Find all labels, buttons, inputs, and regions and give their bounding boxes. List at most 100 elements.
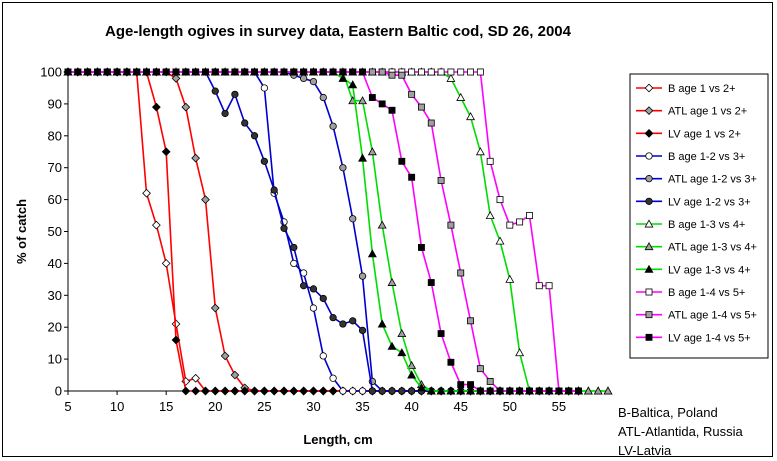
y-tick-label: 10 (48, 352, 62, 367)
data-point (447, 221, 455, 229)
data-point (398, 157, 406, 165)
data-point (142, 188, 151, 198)
legend-label: ATL age 1-4 vs 5+ (668, 310, 757, 322)
legend-swatch-marker (645, 288, 653, 296)
x-tick-label: 20 (208, 399, 222, 414)
data-point (358, 326, 367, 335)
data-point (475, 147, 485, 156)
series-line (68, 71, 579, 392)
series-9 (63, 67, 584, 395)
data-point (290, 68, 298, 76)
legend-label: B age 1-2 vs 3+ (668, 151, 745, 163)
data-point (241, 119, 249, 127)
data-point (290, 243, 298, 252)
y-tick-label: 40 (48, 256, 62, 271)
legend-swatch-marker (644, 128, 654, 138)
data-point (279, 386, 289, 396)
y-axis-label: % of catch (14, 199, 29, 264)
legend-swatch-marker (644, 83, 654, 93)
data-point (446, 73, 456, 82)
data-point (526, 212, 533, 219)
data-point (358, 272, 367, 280)
legend-label: ATL age 1-3 vs 4+ (668, 242, 757, 254)
data-point (398, 387, 406, 395)
data-point (64, 68, 72, 76)
data-point (506, 387, 514, 395)
data-point (309, 386, 318, 396)
x-tick-label: 25 (257, 399, 271, 414)
data-point (486, 157, 494, 165)
series-line (68, 71, 579, 392)
series-line (68, 71, 579, 392)
data-point (201, 195, 210, 204)
data-point (466, 386, 476, 395)
data-point (260, 84, 268, 92)
data-point (418, 103, 425, 111)
data-point (210, 303, 220, 313)
data-point (103, 68, 111, 76)
data-point (593, 386, 603, 395)
data-point (74, 68, 82, 76)
legend-swatch-marker (645, 197, 653, 205)
data-point (368, 94, 376, 101)
data-point (535, 387, 543, 395)
data-point (565, 387, 573, 395)
data-point (456, 92, 466, 101)
series-11 (64, 68, 582, 395)
data-point (516, 387, 524, 395)
x-tick-label: 30 (306, 399, 320, 414)
data-point (427, 279, 435, 286)
data-point (201, 386, 210, 396)
series-4 (64, 68, 583, 395)
x-tick-label: 55 (552, 399, 566, 414)
data-point (387, 341, 397, 350)
x-tick-label: 35 (355, 399, 369, 414)
data-point (339, 164, 347, 172)
series-line (68, 71, 579, 392)
y-tick-label: 20 (48, 320, 62, 335)
data-point (457, 68, 465, 76)
data-point (181, 102, 191, 112)
chart-title: Age-length ogives in survey data, Easter… (105, 23, 572, 40)
data-point (230, 370, 240, 380)
data-point (466, 112, 476, 121)
series-7 (63, 67, 613, 395)
data-point (437, 330, 445, 338)
data-point (485, 210, 495, 219)
data-point (240, 386, 250, 396)
data-point (231, 68, 239, 76)
data-point (161, 147, 171, 157)
data-point (378, 387, 386, 395)
x-tick-label: 50 (503, 399, 517, 414)
data-point (583, 386, 593, 395)
data-point (280, 224, 288, 232)
data-point (310, 68, 317, 76)
data-point (407, 370, 417, 379)
data-point (368, 387, 376, 395)
data-point (221, 109, 229, 118)
series-line (68, 71, 608, 392)
data-point (259, 386, 269, 396)
data-point (407, 360, 417, 369)
data-point (358, 96, 368, 105)
data-point (603, 386, 613, 395)
x-tick-label: 5 (64, 399, 71, 414)
data-point (202, 68, 209, 76)
data-point (516, 218, 524, 226)
data-point (486, 377, 494, 385)
data-point (426, 386, 436, 395)
legend-swatch-marker (645, 311, 653, 319)
legend-label: B age 1 vs 2+ (668, 83, 736, 95)
series-line (68, 71, 579, 392)
data-point (486, 387, 494, 395)
x-tick-label: 40 (404, 399, 418, 414)
series-10 (64, 68, 582, 395)
data-point (339, 387, 347, 395)
data-point (123, 68, 131, 76)
data-point (220, 351, 230, 361)
legend-swatch-marker (644, 106, 654, 116)
note-baltica: B-Baltica, Poland (618, 405, 718, 420)
data-point (328, 386, 338, 396)
data-point (171, 335, 181, 345)
data-point (270, 186, 278, 194)
